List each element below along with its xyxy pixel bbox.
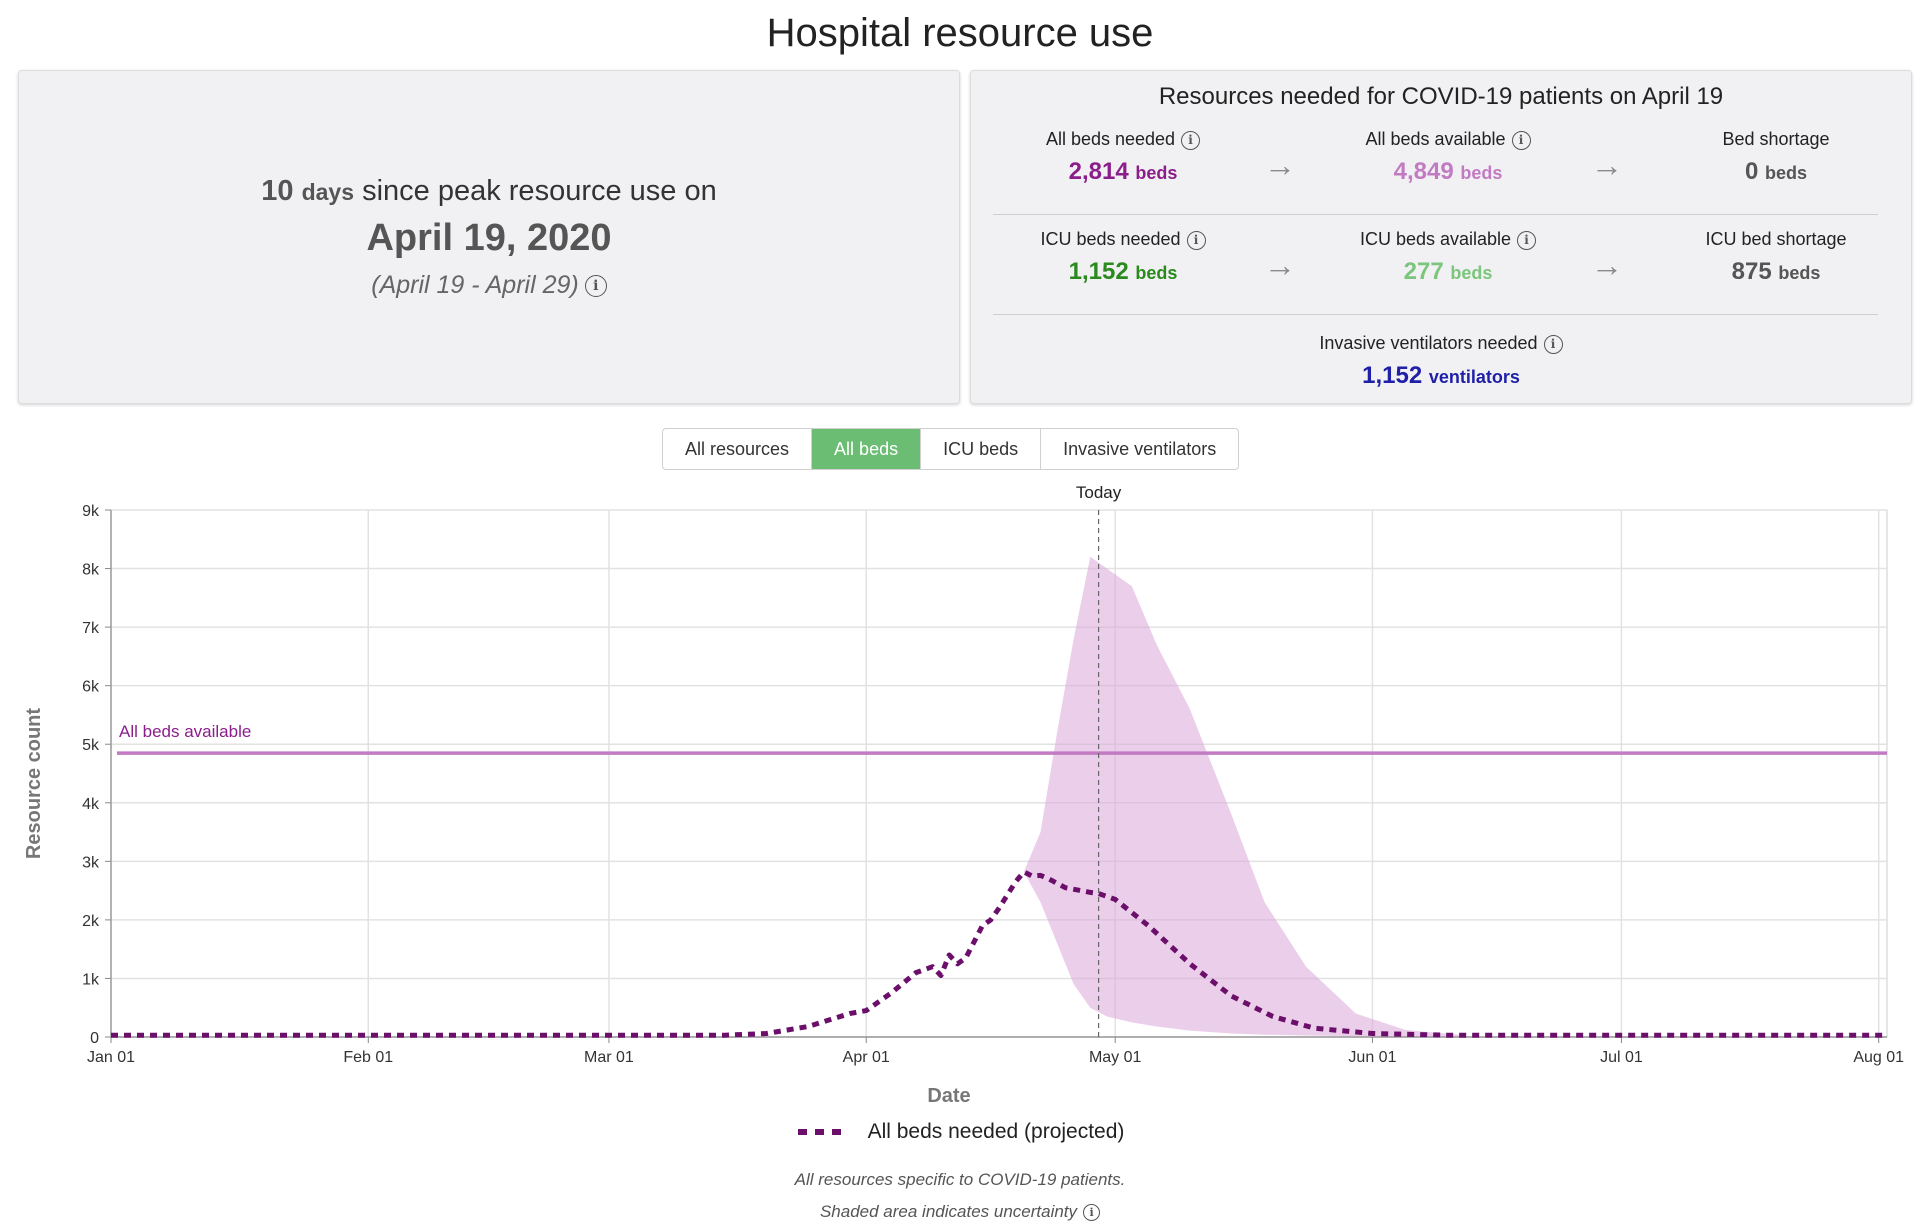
days-count: 10	[261, 175, 294, 207]
y-axis-title: Resource count	[23, 708, 45, 859]
x-tick-label: Aug 01	[1853, 1049, 1904, 1066]
plot-area	[110, 509, 1888, 1038]
resource-stat: ICU beds needed i 1,152 beds	[983, 229, 1263, 286]
y-tick-label: 6k	[82, 679, 100, 696]
arrow-right-icon: →	[1264, 247, 1296, 283]
resource-stat: ICU beds available i 277 beds	[1308, 229, 1588, 286]
x-tick-label: Jan 01	[87, 1049, 135, 1066]
info-icon[interactable]: i	[1511, 130, 1531, 150]
days-unit: days	[301, 179, 355, 205]
info-icon[interactable]: i	[1181, 130, 1201, 150]
y-tick-label: 4k	[82, 796, 100, 813]
resource-stat-label: ICU beds available i	[1308, 229, 1588, 250]
y-tick-label: 1k	[82, 971, 100, 988]
page-title: Hospital resource use	[766, 11, 1154, 55]
ventilators-label: Invasive ventilators needed i	[1301, 333, 1581, 354]
y-tick-label: 2k	[82, 913, 100, 930]
y-tick-label: 0	[90, 1030, 99, 1047]
beds-available-label: All beds available	[119, 722, 251, 741]
resource-stat: ICU bed shortage 875 beds	[1636, 229, 1916, 286]
legend-label: All beds needed (projected)	[867, 1120, 1125, 1143]
resource-stat-value: 4,849 beds	[1393, 158, 1503, 185]
tab-invasive-ventilators[interactable]: Invasive ventilators	[1063, 439, 1217, 459]
series-line-beds-needed	[111, 869, 1887, 1038]
x-tick-label: Jul 01	[1600, 1049, 1643, 1066]
resource-stat-value: 1,152 beds	[1068, 258, 1178, 285]
footnote-covid: All resources specific to COVID-19 patie…	[794, 1170, 1126, 1189]
divider	[993, 314, 1878, 315]
info-icon[interactable]: i	[1543, 334, 1563, 354]
x-tick-label: Mar 01	[584, 1049, 634, 1066]
today-label: Today	[1076, 483, 1122, 502]
arrow-right-icon: →	[1264, 147, 1296, 183]
resource-stat-label: ICU beds needed i	[983, 229, 1263, 250]
y-tick-label: 5k	[82, 737, 100, 754]
legend-dashed-swatch	[797, 1129, 848, 1136]
resource-stat-value: 277 beds	[1403, 258, 1493, 285]
info-icon[interactable]: i	[1186, 230, 1206, 250]
resource-stat-value: 875 beds	[1731, 258, 1821, 285]
peak-date: April 19, 2020	[366, 217, 612, 259]
chart-legend: All beds needed (projected)	[0, 1120, 1920, 1144]
resource-stat-label: Bed shortage	[1722, 129, 1830, 149]
resource-stat-label: ICU bed shortage	[1705, 229, 1847, 249]
tab-all-resources[interactable]: All resources	[663, 429, 813, 469]
since-text: since peak resource use on	[362, 175, 717, 207]
tab-all-beds[interactable]: All beds	[812, 429, 922, 469]
resource-stat: All beds needed i 2,814 beds	[983, 129, 1263, 186]
ventilators-value: 1,152 ventilators	[1362, 362, 1520, 389]
ventilators-needed: Invasive ventilators needed i 1,152 venti…	[1301, 333, 1581, 390]
info-icon[interactable]: i	[1083, 1204, 1101, 1222]
resource-tabs: All resources All beds ICU beds Invasive ve…	[662, 428, 1240, 470]
y-tick-label: 8k	[82, 562, 100, 579]
peak-range-text: (April 19 - April 29)	[371, 271, 579, 299]
resource-stat: All beds available i 4,849 beds	[1308, 129, 1588, 186]
resource-stat: Bed shortage 0 beds	[1636, 129, 1916, 186]
peak-range: (April 19 - April 29) i	[19, 271, 959, 300]
footnote-uncertainty: Shaded area indicates uncertainty i	[0, 1202, 1920, 1222]
resources-title: Resources needed for COVID-19 patients o…	[1158, 83, 1724, 110]
x-tick-label: Jun 01	[1348, 1049, 1396, 1066]
x-tick-label: Feb 01	[343, 1049, 393, 1066]
resource-stat-label: All beds available i	[1308, 129, 1588, 150]
info-icon[interactable]: i	[1517, 230, 1537, 250]
x-tick-label: May 01	[1089, 1049, 1142, 1066]
resource-stat-label: All beds needed i	[983, 129, 1263, 150]
info-icon[interactable]: i	[584, 275, 607, 298]
arrow-right-icon: →	[1591, 147, 1623, 183]
y-tick-label: 9k	[82, 503, 100, 520]
divider	[993, 214, 1878, 215]
resource-stat-value: 0 beds	[1744, 158, 1808, 185]
resource-stat-value: 2,814 beds	[1068, 158, 1178, 185]
x-axis-title: Date	[927, 1085, 970, 1107]
peak-summary-card: 10 days since peak resource use on April…	[18, 70, 960, 404]
y-tick-label: 7k	[82, 620, 100, 637]
tab-icu-beds[interactable]: ICU beds	[921, 429, 1042, 469]
arrow-right-icon: →	[1591, 247, 1623, 283]
hospital-resource-chart: 0 1k 2k 3k 4k 5k 6k 7k 8k 9k Jan 01 Feb 01 Mar 01 Apr…	[23, 483, 1904, 1107]
resources-needed-card: Resources needed for COVID-19 patients o…	[970, 70, 1912, 404]
x-tick-label: Apr 01	[843, 1049, 890, 1066]
y-tick-label: 3k	[82, 854, 100, 871]
days-since-peak: 10 days since peak resource use on	[19, 175, 959, 208]
